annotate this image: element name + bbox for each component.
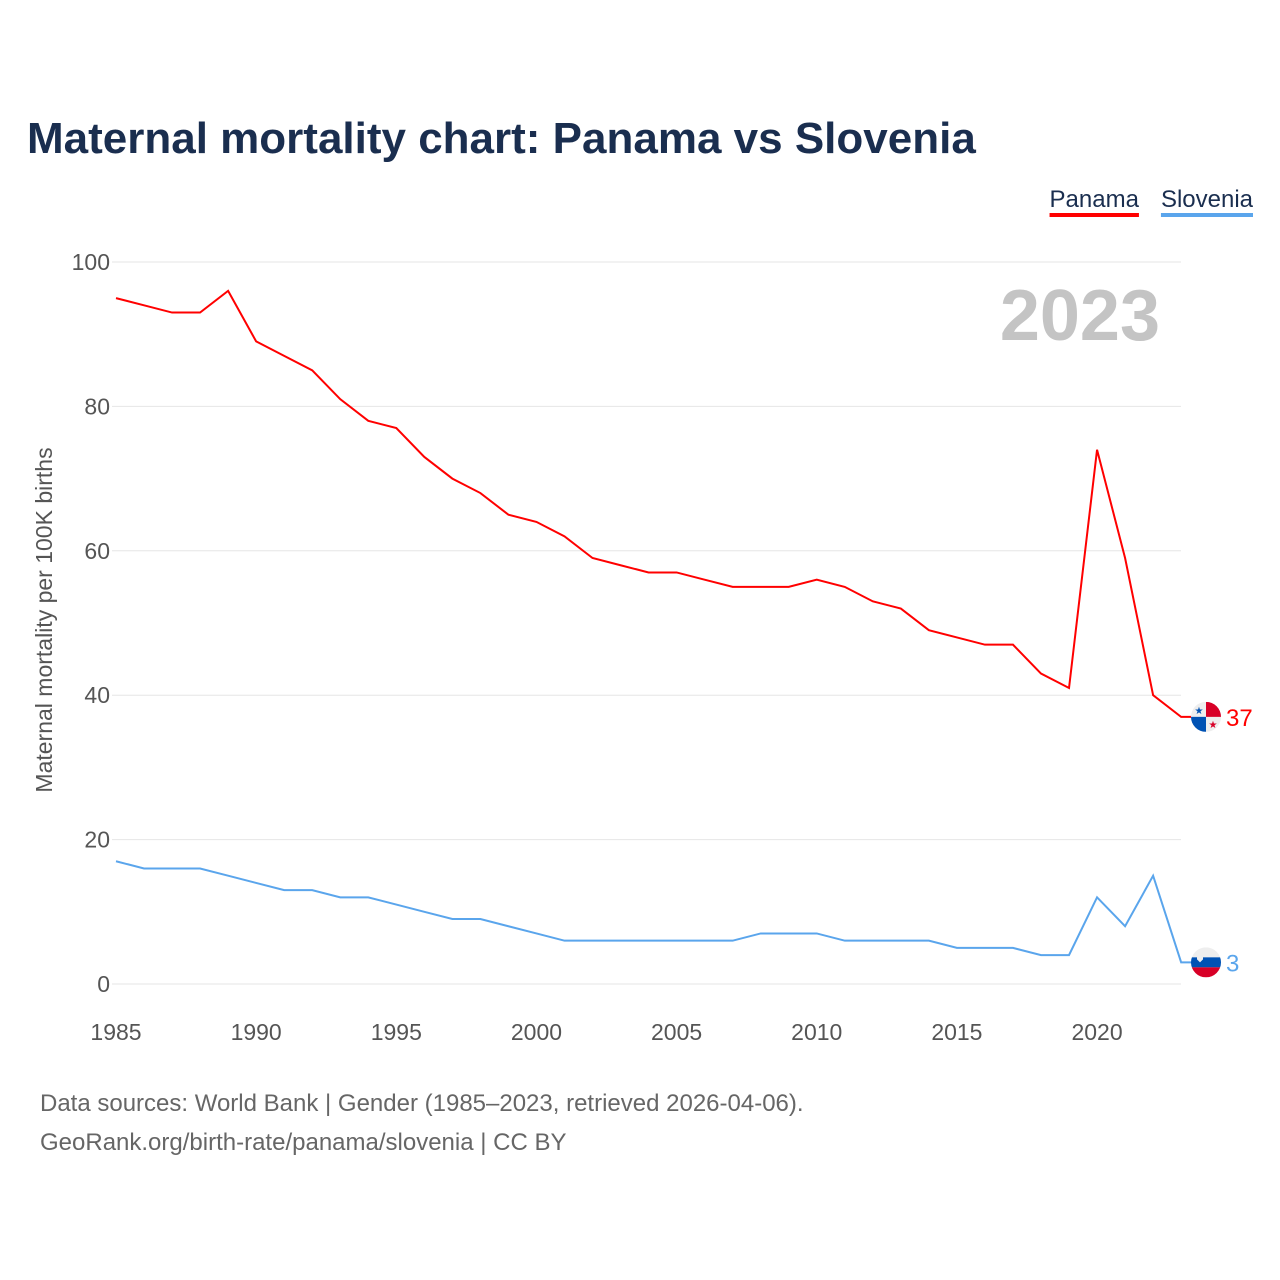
x-tick-label: 2015 (931, 1019, 982, 1045)
y-tick-label: 20 (84, 827, 110, 853)
x-tick-label: 2010 (791, 1019, 842, 1045)
end-value-label: 3 (1226, 950, 1239, 977)
y-tick-label: 0 (97, 971, 110, 997)
end-value-label: 37 (1226, 705, 1253, 732)
svg-text:★: ★ (1209, 720, 1218, 731)
svg-text:★: ★ (1195, 706, 1204, 717)
series-line-panama (115, 289, 1192, 718)
legend-swatch (1160, 213, 1253, 217)
x-tick-label: 1995 (371, 1019, 422, 1045)
x-tick-label: 1990 (231, 1019, 282, 1045)
chart-title: Maternal mortality chart: Panama vs Slov… (27, 114, 976, 163)
slovenia-flag-icon (1191, 947, 1221, 978)
y-tick-label: 40 (84, 682, 110, 708)
x-tick-label: 2000 (511, 1019, 562, 1045)
legend-item-slovenia[interactable]: Slovenia (1161, 186, 1254, 213)
x-tick-label: 1985 (90, 1019, 141, 1045)
legend: Slovenia Panama (1049, 186, 1254, 217)
panama-flag-icon: ★★ (1191, 701, 1221, 732)
y-axis-label: Maternal mortality per 100K births (31, 447, 57, 792)
legend-swatch (1049, 213, 1139, 217)
legend-item-panama[interactable]: Panama (1050, 186, 1140, 213)
series-line-slovenia (115, 860, 1192, 964)
y-tick-label: 100 (72, 249, 110, 275)
year-label: 2023 (1000, 276, 1160, 356)
footer-link[interactable]: GeoRank.org/birth-rate/panama/slovenia |… (40, 1129, 567, 1156)
x-tick-label: 2020 (1071, 1019, 1122, 1045)
y-tick-label: 80 (84, 393, 110, 419)
footer-sources: Data sources: World Bank | Gender (1985–… (40, 1090, 804, 1117)
y-tick-label: 60 (84, 538, 110, 564)
x-tick-label: 2005 (651, 1019, 702, 1045)
